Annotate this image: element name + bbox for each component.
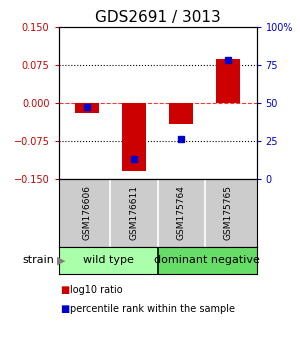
Text: GSM175764: GSM175764 bbox=[177, 185, 186, 240]
Text: dominant negative: dominant negative bbox=[154, 255, 260, 266]
Text: ■: ■ bbox=[60, 304, 69, 314]
Bar bbox=[75, 103, 99, 113]
Text: GSM176606: GSM176606 bbox=[82, 185, 91, 240]
Text: GSM175765: GSM175765 bbox=[224, 185, 233, 240]
Text: wild type: wild type bbox=[82, 255, 134, 266]
FancyBboxPatch shape bbox=[158, 247, 256, 274]
Text: ▶: ▶ bbox=[57, 255, 65, 266]
Text: GSM176611: GSM176611 bbox=[129, 185, 138, 240]
Bar bbox=[122, 103, 146, 171]
Text: ■: ■ bbox=[60, 285, 69, 295]
FancyBboxPatch shape bbox=[58, 247, 158, 274]
Text: strain: strain bbox=[22, 255, 54, 266]
Bar bbox=[169, 103, 193, 124]
Text: percentile rank within the sample: percentile rank within the sample bbox=[70, 304, 236, 314]
Title: GDS2691 / 3013: GDS2691 / 3013 bbox=[94, 10, 220, 25]
Text: log10 ratio: log10 ratio bbox=[70, 285, 123, 295]
Bar bbox=[216, 58, 240, 103]
